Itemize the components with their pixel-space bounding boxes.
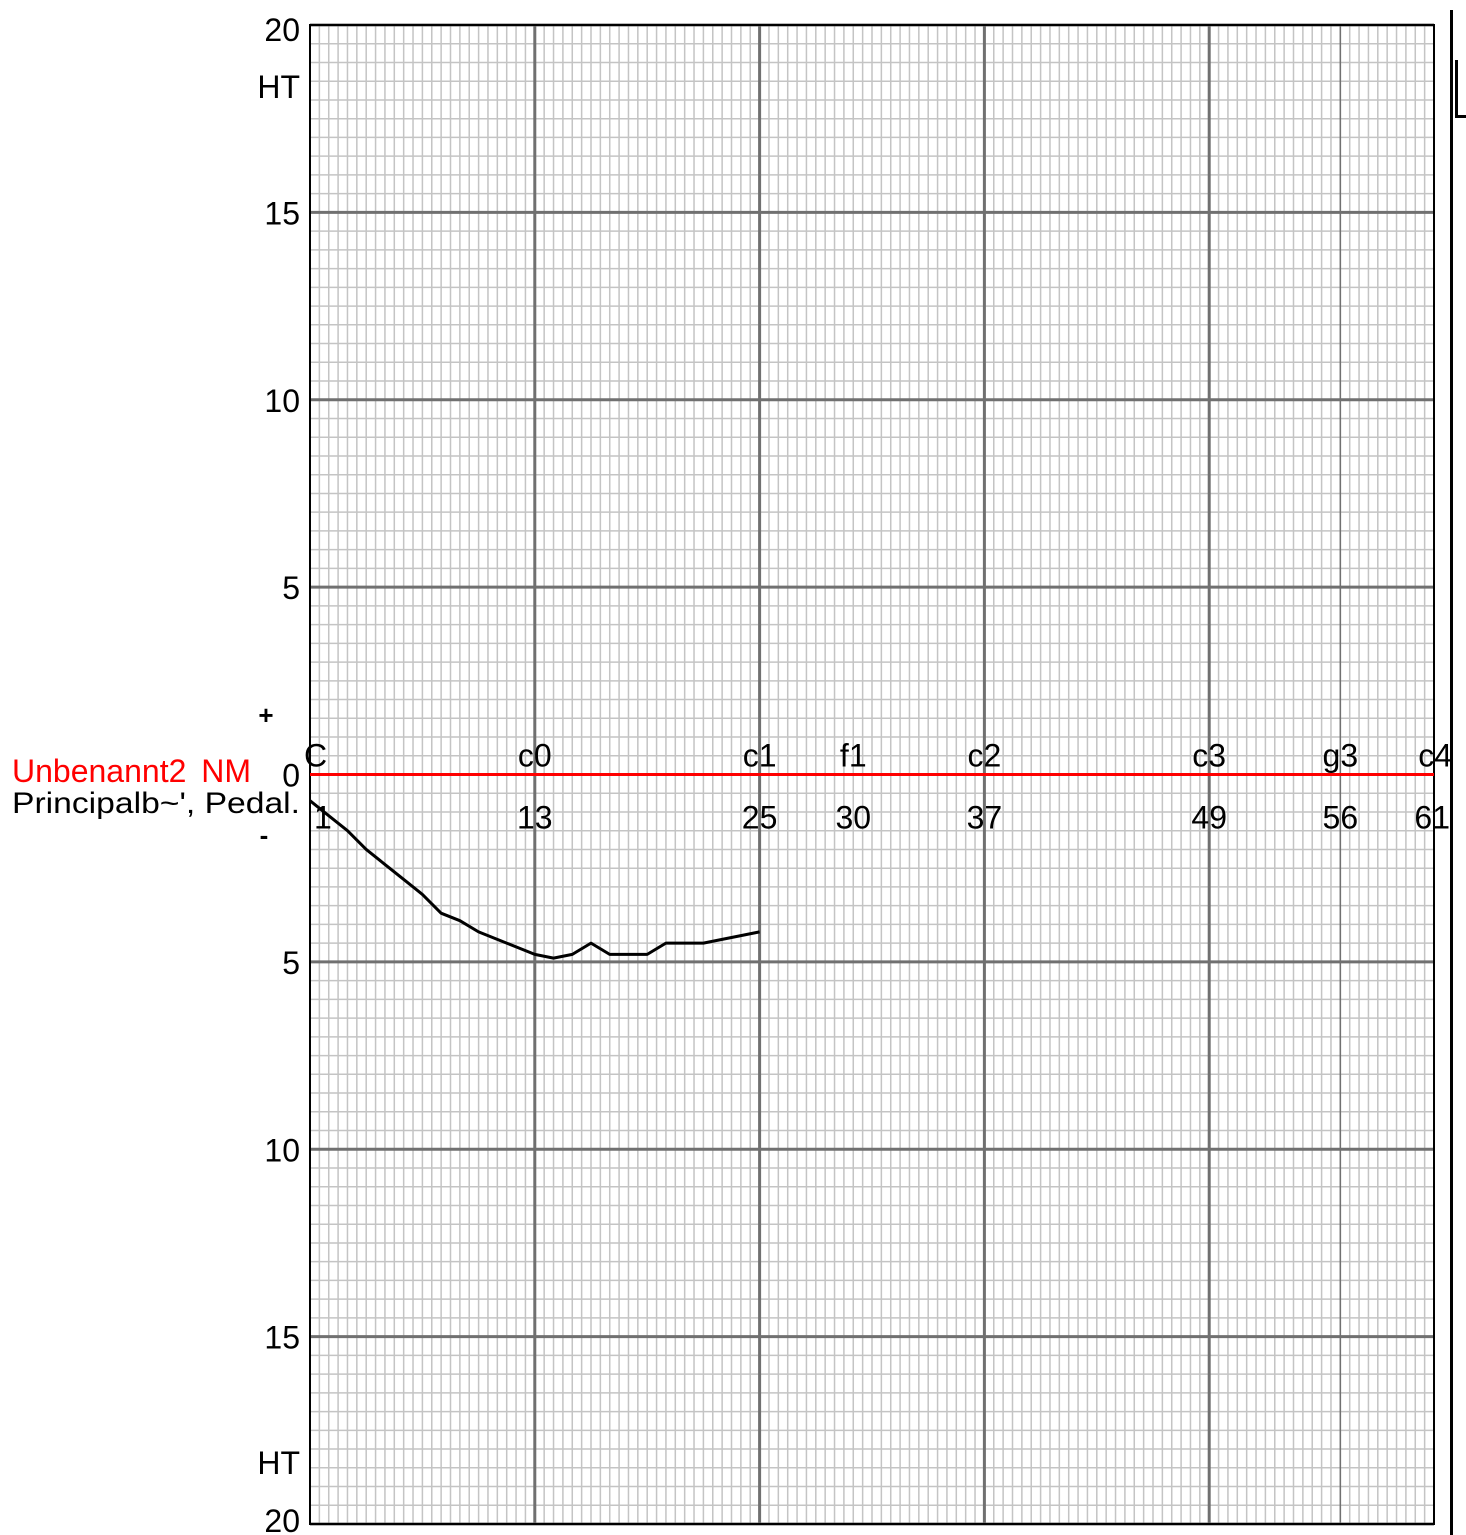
x-key-number: 30: [835, 800, 871, 836]
y-tick-label: 10: [264, 383, 300, 419]
series-label-reference: Unbenannt2 NM: [12, 753, 251, 789]
y-tick-label: 10: [264, 1132, 300, 1168]
x-note-label: c0: [518, 738, 552, 774]
y-tick-label: 20: [264, 12, 300, 48]
x-key-number: 37: [967, 800, 1003, 836]
series-name-reference: Unbenannt2: [12, 753, 186, 789]
y-bottom-unit: HT: [257, 1445, 300, 1481]
y-tick-label: 0: [282, 758, 300, 794]
series-line-measured: [309, 799, 760, 960]
x-note-label: c2: [968, 738, 1002, 774]
plus-sign: +: [258, 700, 273, 730]
y-tick-label: 20: [264, 1503, 300, 1535]
x-note-label: f1: [840, 738, 867, 774]
x-key-number: 61: [1414, 800, 1450, 836]
x-key-number: 25: [742, 800, 778, 836]
y-tick-label: 15: [264, 1320, 300, 1356]
series-suffix-reference: NM: [201, 753, 251, 789]
x-note-label: c1: [743, 738, 777, 774]
x-key-number: 56: [1323, 800, 1359, 836]
minus-sign: -: [260, 820, 269, 850]
x-note-label: C: [304, 738, 327, 774]
y-tick-label: 15: [264, 195, 300, 231]
x-note-label: g3: [1323, 738, 1359, 774]
y-axis-ticks: 20 15 10 5 0 5 10 15 20: [264, 12, 300, 1535]
series-label-measured: Principalb~', Pedal.: [12, 787, 300, 820]
x-key-number: 13: [517, 800, 553, 836]
side-panel-edge: [1450, 10, 1466, 1535]
series-lines: [309, 773, 1434, 960]
x-note-label: c4: [1418, 738, 1452, 774]
side-panel-tab: [1455, 60, 1466, 118]
y-top-unit: HT: [257, 69, 300, 105]
x-note-label: c3: [1192, 738, 1226, 774]
y-tick-label: 5: [282, 570, 300, 606]
x-key-number: 49: [1191, 800, 1227, 836]
y-tick-label: 5: [282, 945, 300, 981]
